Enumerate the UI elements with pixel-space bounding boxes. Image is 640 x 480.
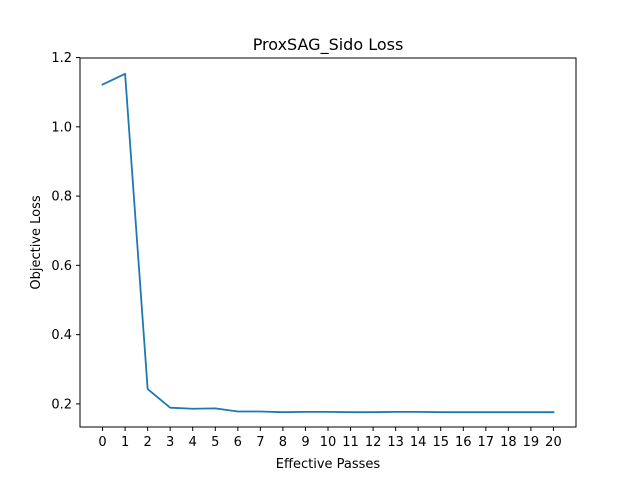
x-tick-label: 3 (166, 435, 174, 450)
x-tick-label: 8 (279, 435, 287, 450)
y-tick-label: 1.2 (51, 51, 72, 66)
x-tick-label: 17 (478, 435, 495, 450)
x-tick-label: 5 (211, 435, 219, 450)
axes-frame (79, 57, 577, 428)
x-tick-label: 9 (301, 435, 309, 450)
y-tick-label: 0.8 (51, 190, 72, 205)
y-tick-label: 0.6 (51, 259, 72, 274)
x-tick-label: 20 (545, 435, 562, 450)
x-tick-label: 14 (410, 435, 427, 450)
x-tick-label: 12 (365, 435, 382, 450)
series-layer (101, 72, 555, 414)
y-tick-label: 0.2 (51, 397, 72, 412)
x-tick-label: 18 (500, 435, 517, 450)
chart-title: ProxSAG_Sido Loss (253, 35, 404, 55)
x-tick-label: 10 (320, 435, 337, 450)
x-tick-label: 15 (432, 435, 449, 450)
x-axis-ticks: 0 1 2 3 4 5 6 7 8 9 10 11 12 13 14 15 16 17 18 19 20 (98, 427, 562, 450)
x-tick-label: 16 (455, 435, 472, 450)
x-tick-label: 6 (234, 435, 242, 450)
x-tick-label: 2 (143, 435, 151, 450)
series-line-0 (101, 72, 555, 414)
y-axis-label: Objective Loss (29, 195, 44, 290)
y-tick-label: 0.4 (51, 328, 72, 343)
x-tick-label: 1 (121, 435, 129, 450)
x-axis-label: Effective Passes (276, 457, 381, 472)
x-tick-label: 13 (387, 435, 404, 450)
y-axis-ticks: 0.2 0.4 0.6 0.8 1.0 1.2 (51, 51, 80, 412)
x-tick-label: 0 (98, 435, 106, 450)
x-tick-label: 11 (342, 435, 359, 450)
x-tick-label: 19 (523, 435, 540, 450)
y-tick-label: 1.0 (51, 120, 72, 135)
x-tick-label: 4 (189, 435, 197, 450)
x-tick-label: 7 (256, 435, 264, 450)
